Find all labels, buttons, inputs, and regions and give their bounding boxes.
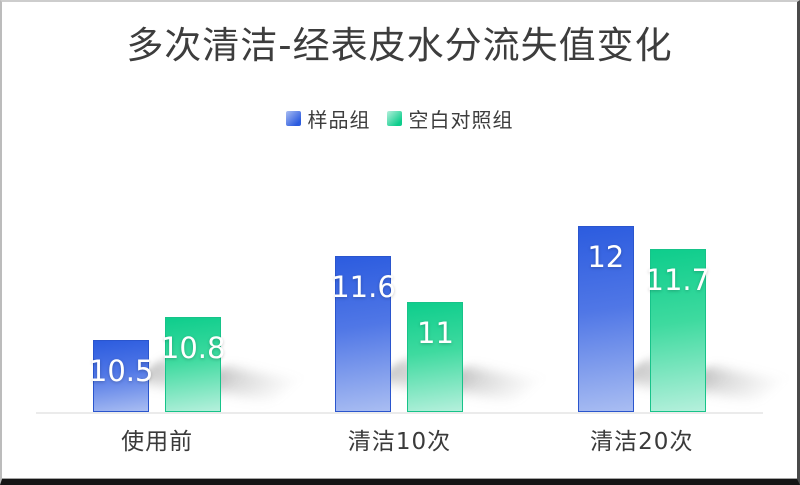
x-axis-label-1: 使用前 <box>121 429 194 455</box>
x-axis-labels: 使用前 清洁10次 清洁20次 <box>36 422 763 456</box>
bar-group-2: 11.6 11 <box>278 192 520 412</box>
x-axis-label-2: 清洁10次 <box>347 429 452 455</box>
bar-group-1: 10.5 10.8 <box>36 192 278 412</box>
legend-swatch-icon <box>285 111 301 126</box>
bar-control-2: 11 <box>407 302 464 412</box>
bar-value-label: 12 <box>587 240 625 274</box>
bar-control-1: 10.8 <box>161 317 225 412</box>
legend-item-sample: 样品组 <box>285 104 371 133</box>
legend-swatch-icon <box>386 111 402 126</box>
plot-area: 10.5 10.8 11.6 11 12 11.7 <box>36 192 763 414</box>
legend-label: 空白对照组 <box>408 108 514 132</box>
chart-title: 多次清洁-经表皮水分流失值变化 <box>126 24 673 67</box>
bar-sample-1: 10.5 <box>89 340 153 412</box>
legend: 样品组 空白对照组 <box>2 104 797 133</box>
legend-label: 样品组 <box>307 108 371 132</box>
bar-value-label: 11.7 <box>645 263 711 297</box>
bar-value-label: 11 <box>417 316 454 350</box>
bar-group-3: 12 11.7 <box>521 192 763 412</box>
bar-sample-3: 12 <box>577 226 634 412</box>
bar-control-3: 11.7 <box>646 249 710 412</box>
x-axis-label-3: 清洁20次 <box>590 429 694 455</box>
bar-value-label: 11.6 <box>331 270 396 304</box>
bar-sample-2: 11.6 <box>331 256 396 412</box>
bar-value-label: 10.5 <box>88 354 154 388</box>
legend-item-control: 空白对照组 <box>386 104 514 133</box>
bar-value-label: 10.8 <box>160 331 226 365</box>
